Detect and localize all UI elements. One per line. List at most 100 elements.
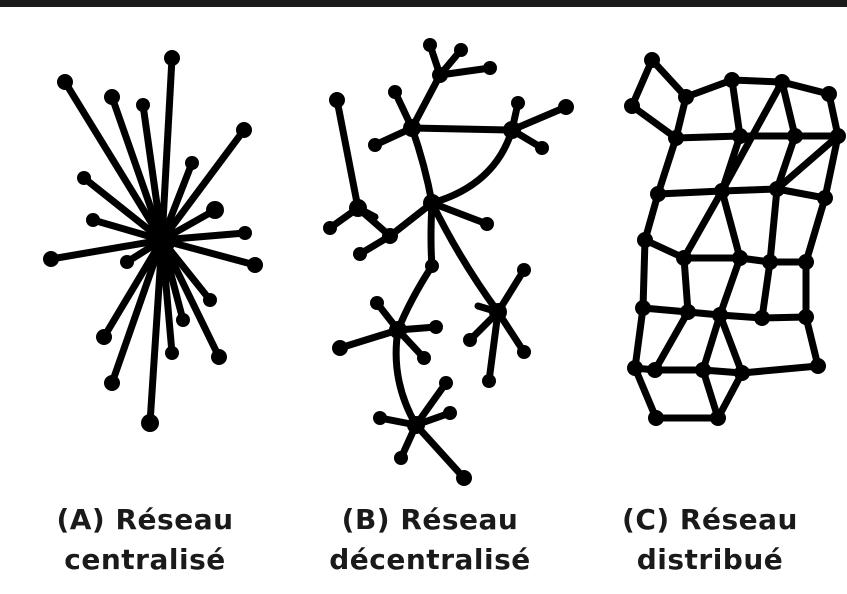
caption-distributed-line2: distribué (636, 543, 784, 576)
caption-decentralized-line1: (B) Réseau (341, 503, 519, 536)
node (821, 86, 837, 102)
node (236, 122, 252, 138)
node (323, 221, 337, 235)
caption-distributed-line1: (C) Réseau (622, 503, 798, 536)
node (370, 296, 384, 310)
node (185, 156, 199, 170)
node (388, 85, 402, 99)
node (558, 99, 574, 115)
node (627, 360, 643, 376)
node (648, 410, 664, 426)
node (454, 43, 468, 57)
caption-centralized: (A) Réseau centralisé (30, 500, 260, 580)
node (206, 201, 224, 219)
node (637, 232, 653, 248)
node (394, 451, 408, 465)
node (165, 346, 179, 360)
node (535, 141, 549, 155)
node (120, 255, 134, 269)
caption-decentralized-line2: décentralisé (329, 543, 531, 576)
node (425, 259, 439, 273)
node (443, 406, 457, 420)
node (787, 128, 803, 144)
node (810, 358, 826, 374)
node (517, 263, 531, 277)
node (712, 307, 728, 323)
node (423, 38, 437, 52)
node (732, 128, 748, 144)
node (480, 217, 494, 231)
node (104, 375, 120, 391)
node (734, 365, 750, 381)
hub-node (503, 121, 521, 139)
node (644, 52, 660, 68)
top-border (0, 0, 847, 7)
node (714, 183, 730, 199)
hub-node (349, 199, 367, 217)
node (483, 61, 497, 75)
node (141, 414, 159, 432)
node (353, 247, 367, 261)
node (678, 89, 694, 105)
node (164, 50, 180, 66)
node (368, 138, 382, 152)
node (482, 374, 496, 388)
node (429, 320, 443, 334)
node (624, 98, 640, 114)
node (57, 74, 73, 90)
node (373, 411, 387, 425)
node (517, 345, 531, 359)
node (43, 251, 59, 267)
node (329, 92, 345, 108)
node (762, 254, 778, 270)
node (695, 362, 711, 378)
hub-node (407, 416, 425, 434)
node (676, 250, 692, 266)
caption-decentralized: (B) Réseau décentralisé (305, 500, 555, 580)
centralized-nodes (43, 50, 263, 432)
node (104, 89, 120, 105)
node (830, 128, 846, 144)
hub-node (489, 303, 507, 321)
node (439, 376, 453, 390)
node (203, 293, 217, 307)
node (176, 313, 190, 327)
node (238, 226, 252, 240)
hub-node (389, 321, 407, 339)
node (463, 333, 477, 347)
node (456, 470, 472, 486)
hub-node (423, 194, 441, 212)
node (635, 300, 651, 316)
node (724, 72, 740, 88)
node (332, 340, 348, 356)
caption-distributed: (C) Réseau distribué (590, 500, 830, 580)
node (817, 190, 833, 206)
node (650, 186, 666, 202)
node (77, 171, 91, 185)
caption-centralized-line2: centralisé (64, 543, 226, 576)
node (136, 98, 150, 112)
hub-node (432, 67, 448, 83)
node (798, 309, 814, 325)
distributed-edges (628, 56, 842, 422)
node (680, 304, 696, 320)
hub-node (148, 226, 176, 254)
caption-centralized-line1: (A) Réseau (56, 503, 234, 536)
node (769, 181, 785, 197)
decentralized-nodes (323, 38, 574, 486)
node (247, 257, 263, 273)
node (211, 349, 227, 365)
node (382, 228, 398, 244)
node (647, 362, 663, 378)
node (86, 213, 100, 227)
node (668, 130, 684, 146)
node (511, 96, 525, 110)
node (96, 329, 112, 345)
distributed-nodes (624, 52, 846, 426)
node (798, 254, 814, 270)
node (710, 410, 726, 426)
node (732, 250, 748, 266)
